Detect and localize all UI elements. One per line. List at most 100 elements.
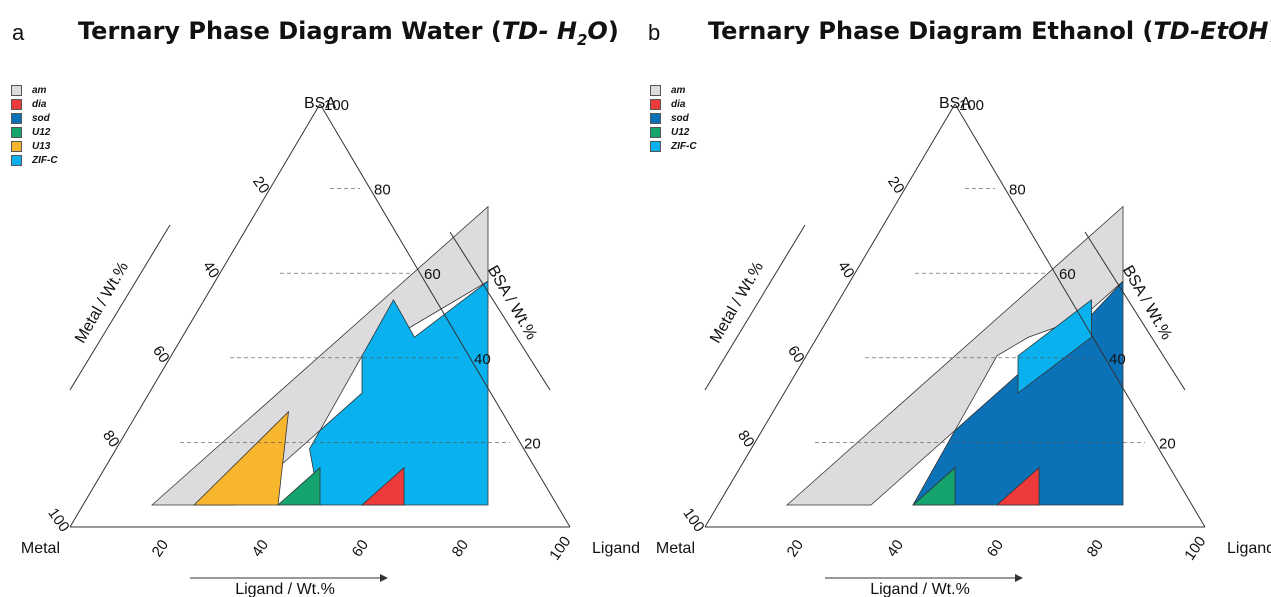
vertex-label-right: Ligand [592, 540, 640, 557]
panel-a-letter: a [12, 20, 25, 45]
panel-a-title-em2: O [587, 17, 608, 45]
legend-item-u13: U13 [11, 139, 58, 153]
legend-label: U12 [671, 126, 690, 138]
left-tick-label: 60 [784, 343, 807, 366]
legend-label: U12 [32, 126, 51, 138]
right-tick-label: 100 [959, 97, 984, 114]
region-u12 [911, 466, 956, 506]
left-tick-label: 100 [679, 505, 707, 535]
left-tick-label: 60 [149, 343, 172, 366]
region-zif-c [1017, 299, 1092, 394]
legend-swatch-zif-c [650, 140, 661, 152]
right-tick-label: 20 [1159, 435, 1176, 452]
right-axis-arrow [1084, 231, 1186, 391]
legend-label: dia [671, 98, 686, 110]
bottom-tick-label: 40 [884, 537, 907, 560]
bottom-tick-label: 60 [349, 537, 372, 560]
legend-item-u12: U12 [650, 125, 697, 139]
legend-label: am [671, 84, 686, 96]
legend-label: ZIF-C [671, 140, 697, 152]
panel-a-title-sub: 2 [576, 30, 588, 49]
legend-swatch-dia [11, 98, 22, 110]
right-tick-label: 80 [374, 182, 391, 199]
bottom-axis-arrowhead [380, 574, 388, 582]
vertex-label-left: Metal [656, 540, 695, 557]
legend-swatch-u12 [650, 126, 661, 138]
legend-swatch-am [11, 84, 22, 96]
vertex-label-right: Ligand [1227, 540, 1271, 557]
legend-swatch-u12 [11, 126, 22, 138]
region-zif-c [309, 280, 489, 506]
bottom-tick-label: 60 [984, 537, 1007, 560]
bottom-tick-label: 100 [1181, 533, 1209, 563]
legend-item-dia: dia [650, 97, 697, 111]
legend-swatch-am [650, 84, 661, 96]
ternary-water: 20 40 60 80 1002040608010020406080100BSAMeta… [21, 95, 640, 597]
legend-swatch-dia [650, 98, 661, 110]
legend-label: sod [32, 112, 50, 124]
right-axis-title: BSA / Wt.% [484, 263, 540, 343]
legend-item-u12: U12 [11, 125, 58, 139]
right-tick-label: 40 [474, 351, 491, 368]
panel-b-title-suffix: ) [1268, 17, 1271, 45]
legend-item-am: am [11, 83, 58, 97]
axis-left-line [704, 103, 956, 528]
bottom-tick-label: 20 [149, 537, 172, 560]
right-tick-label: 100 [324, 97, 349, 114]
legend-item-dia: dia [11, 97, 58, 111]
bottom-axis-title: Ligand / Wt.% [870, 581, 970, 597]
panel-b-title-prefix: Ternary Phase Diagram Ethanol ( [708, 17, 1154, 45]
left-tick-label: 40 [834, 258, 857, 281]
vertex-label-left: Metal [21, 540, 60, 557]
vertex-label-top: BSA [304, 95, 336, 112]
legend-swatch-sod [650, 112, 661, 124]
left-tick-label: 80 [734, 427, 757, 450]
legend-water: am dia sod U12 U13 ZIF-C [11, 83, 58, 167]
legend-swatch-sod [11, 112, 22, 124]
axis-right-line [319, 103, 571, 528]
region-dia [360, 466, 405, 506]
region-dia [995, 466, 1040, 506]
left-tick-label: 40 [199, 258, 222, 281]
right-tick-label: 60 [424, 266, 441, 283]
ternary-ethanol: 20 40 60 80 1002040608010020406080100BSAMeta… [656, 95, 1271, 597]
left-tick-label: 100 [44, 505, 72, 535]
right-axis-title: BSA / Wt.% [1119, 263, 1175, 343]
right-tick-label: 60 [1059, 266, 1076, 283]
left-axis-arrow [704, 224, 806, 391]
bottom-axis-arrowhead [1015, 574, 1023, 582]
bottom-tick-label: 40 [249, 537, 272, 560]
legend-item-sod: sod [650, 111, 697, 125]
legend-label: ZIF-C [32, 154, 58, 166]
axis-left-line [69, 103, 321, 528]
region-u13 [193, 410, 290, 506]
right-tick-label: 80 [1009, 182, 1026, 199]
bottom-tick-label: 20 [784, 537, 807, 560]
left-tick-label: 80 [99, 427, 122, 450]
bottom-tick-label: 80 [449, 537, 472, 560]
legend-item-sod: sod [11, 111, 58, 125]
right-tick-label: 20 [524, 435, 541, 452]
legend-label: sod [671, 112, 689, 124]
region-u12 [276, 466, 321, 506]
panel-b-title-em: TD-EtOH [1153, 17, 1269, 45]
legend-swatch-u13 [11, 140, 22, 152]
panel-a-title: Ternary Phase Diagram Water (TD- H2O) [78, 17, 619, 49]
legend-ethanol: am dia sod U12 ZIF-C [650, 83, 697, 153]
legend-label: dia [32, 98, 47, 110]
bottom-tick-label: 80 [1084, 537, 1107, 560]
left-tick-label: 20 [249, 173, 272, 196]
left-axis-arrow [69, 224, 171, 391]
legend-item-am: am [650, 83, 697, 97]
panel-b-letter: b [648, 20, 661, 45]
bottom-axis-title: Ligand / Wt.% [235, 581, 335, 597]
panel-a-title-suffix: ) [607, 17, 619, 45]
legend-label: U13 [32, 140, 51, 152]
legend-swatch-zif-c [11, 154, 22, 166]
legend-item-zif-c: ZIF-C [11, 153, 58, 167]
panel-a-title-em: TD- H [501, 17, 577, 45]
legend-label: am [32, 84, 47, 96]
right-tick-label: 40 [1109, 351, 1126, 368]
panel-b-title: Ternary Phase Diagram Ethanol (TD-EtOH) [708, 17, 1271, 45]
